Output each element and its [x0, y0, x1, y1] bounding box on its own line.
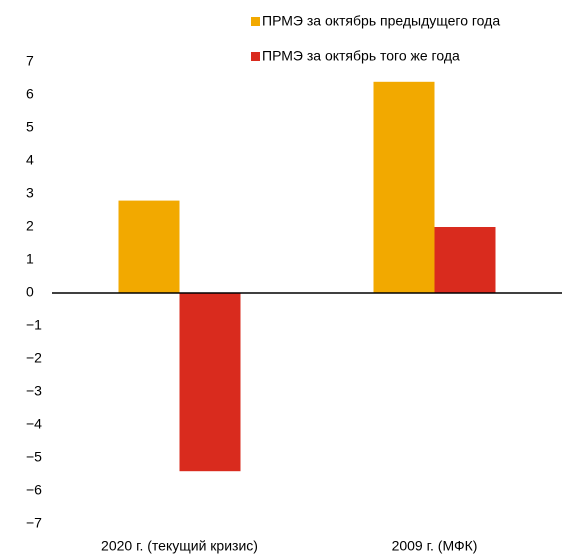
- y-tick-label: 1: [26, 251, 34, 267]
- y-tick-label: 6: [26, 86, 34, 102]
- y-tick-label: 0: [26, 284, 34, 300]
- y-tick-label: −1: [26, 317, 42, 333]
- y-tick-label: −3: [26, 383, 42, 399]
- y-tick-label: 5: [26, 119, 34, 135]
- bar: [179, 293, 241, 472]
- legend-swatch: [251, 17, 260, 26]
- y-tick-label: 3: [26, 185, 34, 201]
- y-tick-label: 4: [26, 152, 34, 168]
- y-tick-label: −2: [26, 350, 42, 366]
- y-tick-label: −7: [26, 515, 42, 531]
- legend-swatch: [251, 52, 260, 61]
- legend-label: ПРМЭ за октябрь того же года: [262, 48, 460, 64]
- y-tick-label: −4: [26, 416, 42, 432]
- bar: [373, 81, 435, 293]
- bar: [434, 227, 496, 293]
- x-tick-label: 2009 г. (МФК): [392, 538, 478, 554]
- y-tick-label: 2: [26, 218, 34, 234]
- y-tick-label: −5: [26, 449, 42, 465]
- y-tick-label: −6: [26, 482, 42, 498]
- x-tick-label: 2020 г. (текущий кризис): [101, 538, 258, 554]
- bar: [118, 200, 180, 293]
- legend-label: ПРМЭ за октябрь предыдущего года: [262, 13, 500, 29]
- y-tick-label: 7: [26, 53, 34, 69]
